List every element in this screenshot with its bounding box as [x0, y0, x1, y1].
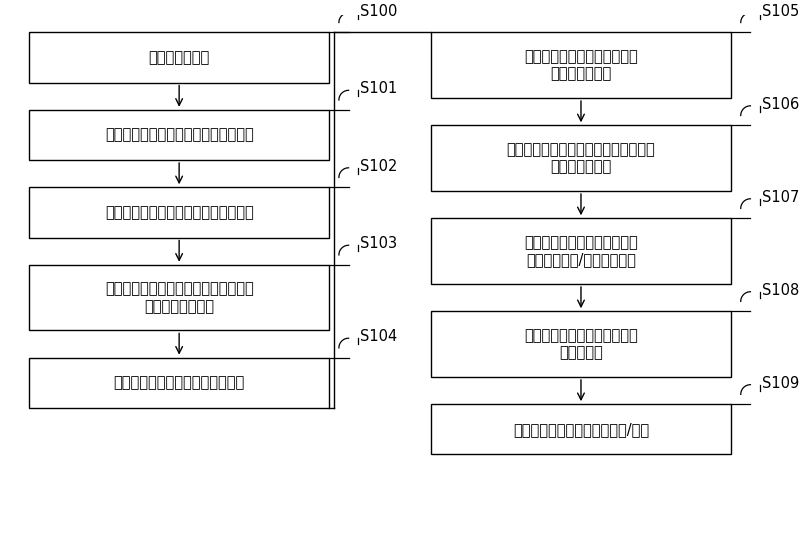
- Bar: [431, 311, 731, 377]
- Text: 在栅氧化层和栅极的相对二侧
形成偏移隔离层: 在栅氧化层和栅极的相对二侧 形成偏移隔离层: [524, 49, 638, 81]
- Text: S104: S104: [360, 329, 398, 344]
- Text: S107: S107: [762, 190, 799, 205]
- Text: 提供半导体衬底: 提供半导体衬底: [149, 50, 210, 65]
- Bar: [29, 110, 330, 160]
- Text: 快速热退火，在半导体衬底内
形成低掺杂源/漏区和袋状区: 快速热退火，在半导体衬底内 形成低掺杂源/漏区和袋状区: [524, 235, 638, 267]
- Text: S109: S109: [762, 376, 799, 391]
- Text: 在栅氧化层和栅极的相对二侧
形成隔离层: 在栅氧化层和栅极的相对二侧 形成隔离层: [524, 328, 638, 360]
- Bar: [29, 187, 330, 238]
- Text: 对半导体衬底进行蚀刻以形成阻挡区块: 对半导体衬底进行蚀刻以形成阻挡区块: [105, 127, 254, 142]
- Text: S106: S106: [762, 97, 799, 112]
- Text: S105: S105: [762, 4, 799, 18]
- Bar: [29, 32, 330, 83]
- Bar: [431, 125, 731, 191]
- Bar: [29, 264, 330, 330]
- Text: 在半导体衬底上形成能覆盖阻挡区块和
阻挡壁的衬底覆层: 在半导体衬底上形成能覆盖阻挡区块和 阻挡壁的衬底覆层: [105, 281, 254, 314]
- Text: 在衬底覆层上形成栅氧化层和栅极: 在衬底覆层上形成栅氧化层和栅极: [114, 376, 245, 390]
- Bar: [431, 218, 731, 284]
- Text: S100: S100: [360, 4, 398, 18]
- Text: S101: S101: [360, 81, 398, 96]
- Text: S102: S102: [360, 158, 398, 174]
- Text: 在所述阻挡区块的相对二侧形成阻挡壁: 在所述阻挡区块的相对二侧形成阻挡壁: [105, 205, 254, 220]
- Text: 在半导体衬底内形成重掺杂源/漏区: 在半导体衬底内形成重掺杂源/漏区: [513, 422, 649, 437]
- Bar: [29, 358, 330, 408]
- Bar: [431, 404, 731, 454]
- Text: S103: S103: [360, 236, 398, 251]
- Bar: [431, 32, 731, 98]
- Text: S108: S108: [762, 282, 799, 297]
- Text: 在半导体衬底内进行低掺杂离子注入和
袋状区离子注入: 在半导体衬底内进行低掺杂离子注入和 袋状区离子注入: [506, 142, 655, 174]
